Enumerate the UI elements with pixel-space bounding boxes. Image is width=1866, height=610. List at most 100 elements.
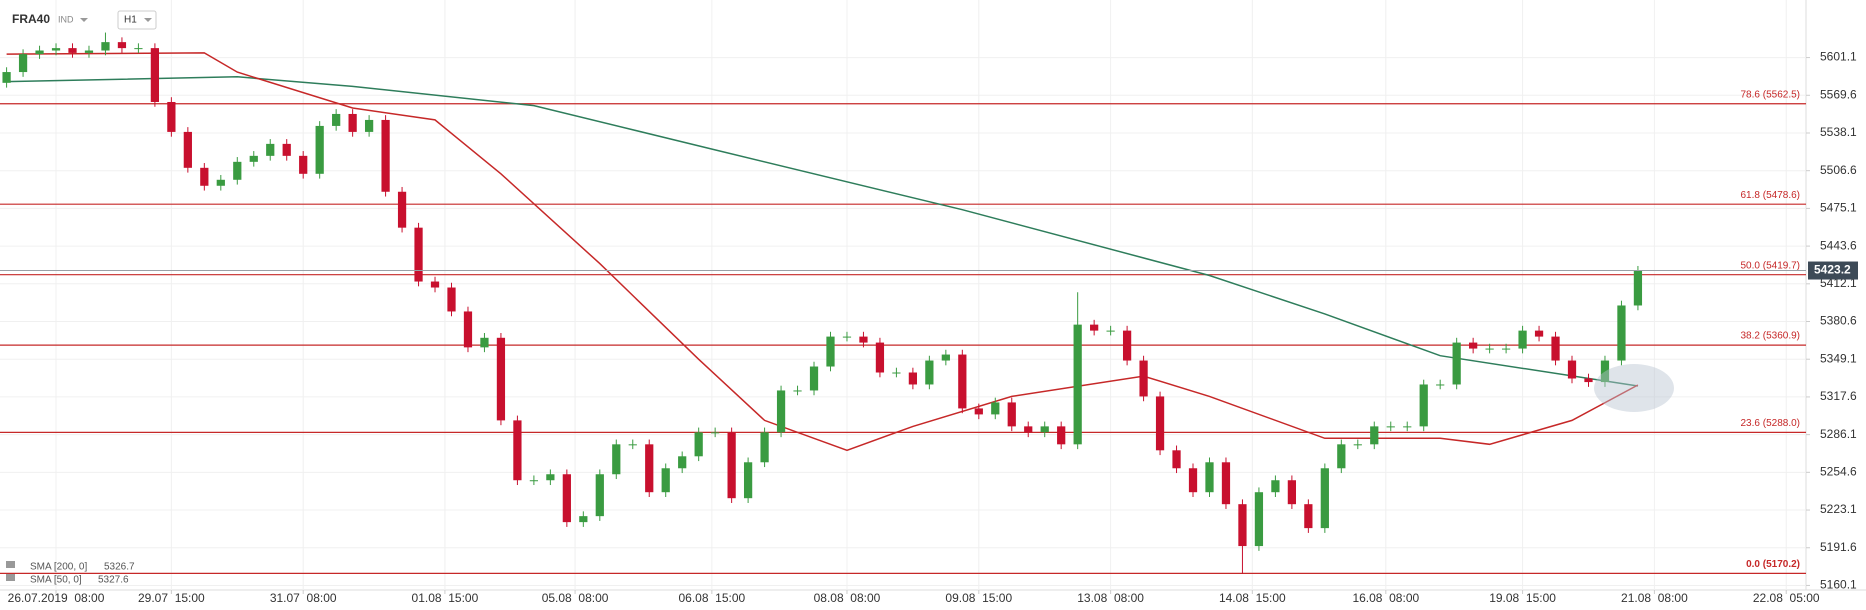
candle-body — [381, 119, 390, 192]
candle-body — [941, 354, 950, 361]
candle-body — [991, 402, 1000, 415]
candle-body — [1238, 504, 1247, 547]
candle-body — [1090, 324, 1099, 331]
candle-body — [1403, 426, 1412, 428]
candle-body — [892, 372, 901, 374]
y-tick-label: 5475.1 — [1820, 201, 1857, 215]
x-tick-label: 14.08 15:00 — [1219, 591, 1286, 605]
dropdown-arrow[interactable] — [80, 18, 88, 22]
candle-body — [743, 462, 753, 499]
legend-icon[interactable] — [6, 561, 15, 568]
instrument-name: FRA40 — [12, 12, 50, 26]
candle-body — [842, 336, 852, 338]
candle-body — [167, 101, 176, 132]
y-tick-label: 5349.1 — [1820, 351, 1857, 365]
candle-body — [1353, 444, 1362, 446]
candle-body — [68, 48, 77, 53]
candle-body — [299, 155, 308, 174]
highlight-ellipse — [1594, 364, 1674, 412]
x-tick-label: 05.08 08:00 — [542, 591, 609, 605]
x-tick-label: 21.08 08:00 — [1621, 591, 1688, 605]
candle-body — [974, 408, 983, 415]
candle-body — [612, 444, 621, 475]
candle-body — [200, 167, 209, 186]
candle-body — [1139, 360, 1148, 397]
x-tick-label: 31.07 08:00 — [270, 591, 337, 605]
legend-icon[interactable] — [6, 574, 15, 581]
candle-body — [1600, 360, 1610, 383]
dropdown-arrow[interactable] — [144, 18, 152, 22]
candle-body — [183, 131, 192, 168]
candle-body — [414, 227, 423, 282]
timeframe-box[interactable] — [117, 10, 157, 30]
candle-body — [1436, 384, 1445, 386]
x-tick-label: 13.08 08:00 — [1077, 591, 1144, 605]
candle-body — [430, 281, 440, 288]
candle-body — [595, 474, 604, 517]
sma-line — [6, 76, 1639, 387]
candle-body — [1320, 468, 1329, 529]
candle-body — [859, 336, 868, 343]
candle-body — [1370, 426, 1379, 445]
plot-area — [0, 0, 1806, 590]
candle-body — [463, 311, 473, 348]
candle-body — [776, 390, 786, 433]
candle-body — [661, 468, 670, 493]
candle-body — [1501, 348, 1511, 350]
y-tick-label: 5223.1 — [1820, 502, 1857, 516]
candle-body — [1122, 330, 1132, 361]
candle-body — [84, 50, 94, 53]
candle-body — [447, 287, 456, 312]
y-tick-label: 5380.6 — [1820, 314, 1857, 328]
x-tick-label: 19.08 15:00 — [1489, 591, 1556, 605]
candle-body — [480, 337, 489, 348]
candle-body — [513, 420, 522, 481]
candle-body — [1337, 444, 1346, 469]
candle-body — [1188, 468, 1198, 493]
candle-body — [925, 360, 934, 385]
sma-line — [6, 52, 1639, 452]
candle-body — [1221, 462, 1231, 505]
candle-body — [249, 155, 258, 162]
fib-label: 0.0 (5170.2) — [1746, 559, 1800, 570]
x-tick-label: 06.08 15:00 — [678, 591, 745, 605]
candle-body — [1485, 348, 1494, 350]
candle-body — [266, 143, 275, 156]
y-tick-label: 5191.6 — [1820, 540, 1857, 554]
candle-body — [1518, 330, 1527, 349]
candle-body — [35, 50, 44, 55]
candle-body — [1386, 426, 1395, 428]
candle-body — [546, 474, 555, 481]
y-tick-label: 5443.6 — [1820, 238, 1857, 252]
legend-label: SMA [50, 0] — [30, 575, 82, 586]
x-tick-label: 29.07 15:00 — [138, 591, 205, 605]
candle-body — [315, 125, 324, 174]
candle-body — [694, 432, 703, 457]
candle-body — [2, 72, 11, 83]
candle-body — [1271, 480, 1280, 493]
timeframe[interactable]: H1 — [124, 15, 137, 26]
candle-body — [579, 516, 588, 523]
x-tick-label: 22.08 05:00 — [1753, 591, 1820, 605]
candle-body — [826, 336, 835, 367]
candle-body — [1287, 480, 1297, 505]
candle-body — [282, 143, 291, 156]
fib-label: 38.2 (5360.9) — [1741, 331, 1801, 342]
candle-body — [958, 354, 967, 409]
last-price-box — [1808, 261, 1858, 280]
candle-body — [908, 372, 918, 385]
candle-body — [1254, 492, 1264, 547]
candle-body — [51, 48, 61, 51]
candle-body — [1155, 396, 1165, 451]
x-tick-label: 09.08 15:00 — [945, 591, 1012, 605]
candle-body — [711, 432, 720, 434]
candle-body — [216, 179, 225, 186]
candle-body — [364, 119, 374, 132]
candle-body — [348, 113, 357, 132]
candle-body — [1617, 305, 1626, 361]
candle-body — [1304, 504, 1313, 529]
candle-body — [332, 113, 341, 126]
candle-body — [134, 48, 143, 50]
candle-body — [678, 456, 687, 469]
